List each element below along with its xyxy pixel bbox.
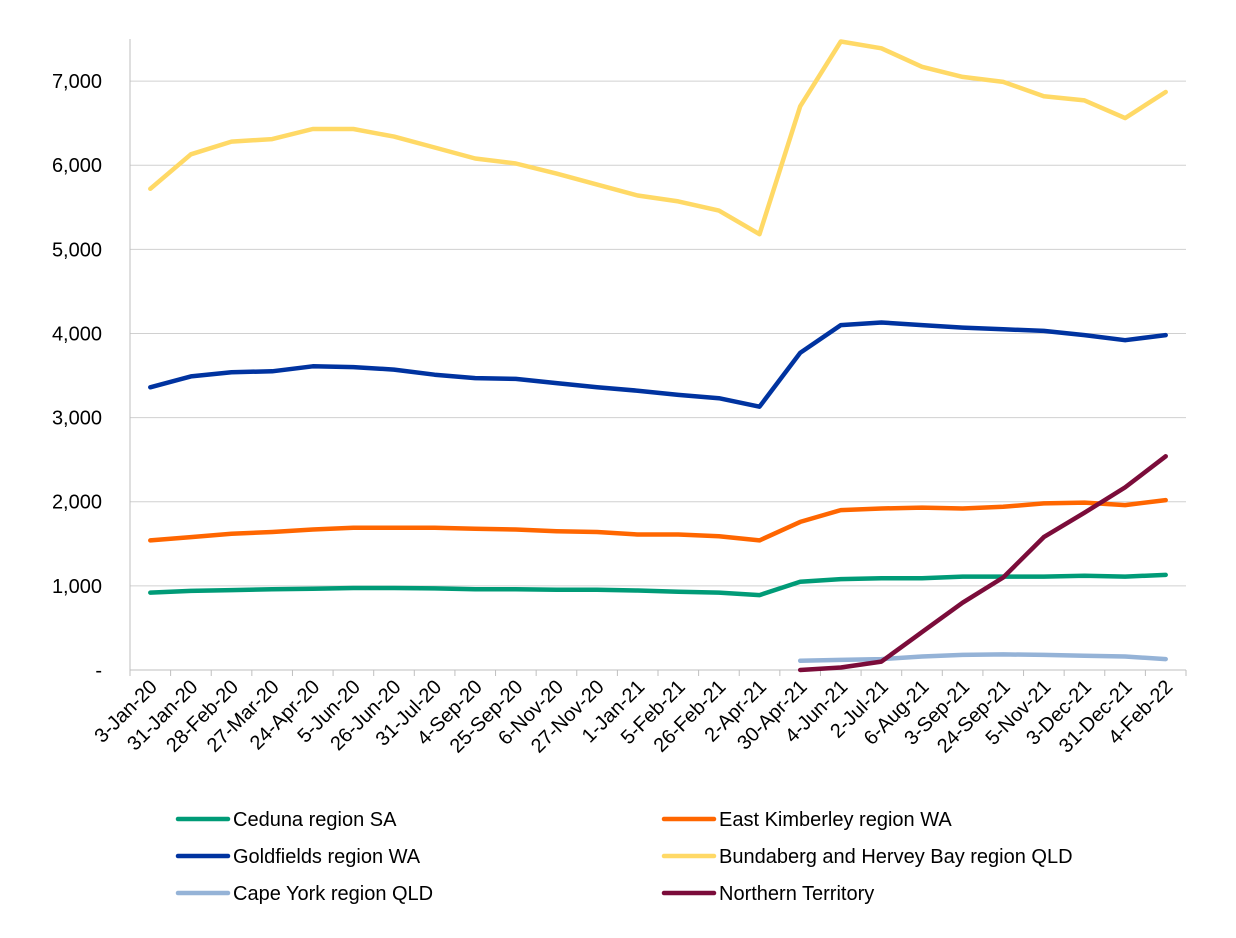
series-line-ceduna-region-sa xyxy=(148,572,1168,598)
legend: Ceduna region SA East Kimberley region WA… xyxy=(175,809,1073,905)
y-tick-label: 3,000 xyxy=(52,408,102,430)
y-tick-label: 4,000 xyxy=(52,323,102,345)
y-tick-label: 7,000 xyxy=(52,71,102,93)
series-lines xyxy=(148,39,1168,673)
y-tick-label: 1,000 xyxy=(52,576,102,598)
x-axis-tick-labels: 3-Jan-2031-Jan-2028-Feb-2027-Mar-2024-Ap… xyxy=(90,676,1177,758)
y-tick-label: 6,000 xyxy=(52,155,102,177)
y-tick-label: 2,000 xyxy=(52,492,102,514)
legend-label: Ceduna region SA xyxy=(233,809,397,831)
legend-label: Goldfields region WA xyxy=(233,846,421,868)
series-line-east-kimberley-region-wa xyxy=(148,497,1168,543)
y-axis-tick-labels: - 1,000 2,000 3,000 4,000 5,000 6,000 7,000 xyxy=(52,71,102,682)
series-line-goldfields-region-wa xyxy=(148,320,1168,409)
series-line-bundaberg-and-hervey-bay-region-qld xyxy=(148,39,1168,237)
y-tick-label: 5,000 xyxy=(52,239,102,261)
gridlines xyxy=(130,80,1186,587)
legend-label: Northern Territory xyxy=(719,883,874,905)
series-line-northern-territory xyxy=(797,454,1168,673)
legend-label: Bundaberg and Hervey Bay region QLD xyxy=(719,846,1073,868)
series-line-cape-york-region-qld xyxy=(797,652,1168,663)
y-tick-label: - xyxy=(95,660,102,682)
legend-label: Cape York region QLD xyxy=(233,883,433,905)
legend-label: East Kimberley region WA xyxy=(719,809,952,831)
axes xyxy=(129,39,1187,676)
